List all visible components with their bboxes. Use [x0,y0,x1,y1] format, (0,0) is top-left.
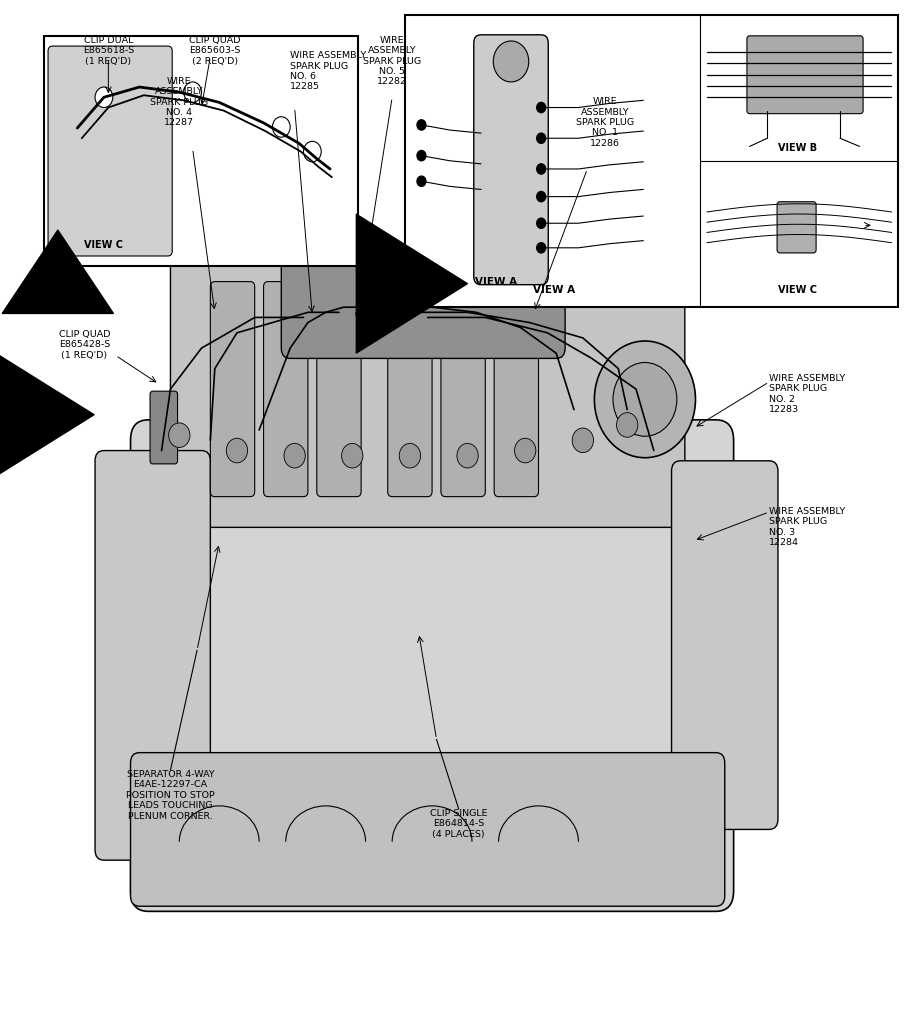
Circle shape [95,87,113,108]
Circle shape [417,120,425,130]
Circle shape [399,443,421,468]
Bar [44,36,358,266]
FancyBboxPatch shape [210,282,255,497]
FancyBboxPatch shape [95,451,210,860]
Text: SEPARATOR 4-WAY
E4AE-12297-CA
POSITION TO STOP
LEADS TOUCHING
PLENUM CORNER.: SEPARATOR 4-WAY E4AE-12297-CA POSITION T… [126,770,215,820]
FancyBboxPatch shape [263,282,308,497]
Text: WIRE
ASSEMBLY
SPARK PLUG
NO. 5
12282: WIRE ASSEMBLY SPARK PLUG NO. 5 12282 [363,36,421,86]
Circle shape [537,164,546,174]
Circle shape [537,218,546,228]
FancyBboxPatch shape [494,282,538,497]
FancyBboxPatch shape [130,420,733,911]
Circle shape [303,141,322,162]
Text: CLIP DUAL
E865618-S
(1 REQ'D): CLIP DUAL E865618-S (1 REQ'D) [83,36,134,66]
FancyBboxPatch shape [474,35,548,285]
Circle shape [537,133,546,143]
Circle shape [617,413,638,437]
FancyBboxPatch shape [150,391,178,464]
Text: CLIP QUAD
E865428-S
(1 REQ'D): CLIP QUAD E865428-S (1 REQ'D) [58,330,110,359]
Circle shape [537,191,546,202]
FancyBboxPatch shape [48,46,172,256]
Circle shape [284,443,305,468]
Circle shape [226,438,248,463]
Text: WIRE ASSEMBLY
SPARK PLUG
NO. 3
12284: WIRE ASSEMBLY SPARK PLUG NO. 3 12284 [769,507,845,547]
FancyBboxPatch shape [441,282,486,497]
FancyBboxPatch shape [388,282,432,497]
Text: WIRE
ASSEMBLY
SPARK PLUG
NO. 4
12287: WIRE ASSEMBLY SPARK PLUG NO. 4 12287 [150,77,209,127]
FancyBboxPatch shape [317,282,361,497]
FancyBboxPatch shape [777,202,816,253]
Circle shape [493,41,528,82]
Circle shape [417,176,425,186]
Text: CLIP QUAD
E865603-S
(2 REQ'D): CLIP QUAD E865603-S (2 REQ'D) [189,36,241,66]
Text: VIEW B: VIEW B [778,142,817,153]
Text: VIEW A: VIEW A [475,276,517,287]
Text: VIEW C: VIEW C [778,285,817,295]
Circle shape [184,82,201,102]
Text: WIRE ASSEMBLY
SPARK PLUG
NO. 6
12285: WIRE ASSEMBLY SPARK PLUG NO. 6 12285 [291,51,366,91]
Circle shape [272,117,291,137]
Circle shape [537,102,546,113]
Text: CLIP SINGLE
E864814-S
(4 PLACES): CLIP SINGLE E864814-S (4 PLACES) [430,809,487,839]
Circle shape [457,443,478,468]
Circle shape [572,428,593,453]
FancyBboxPatch shape [281,246,565,358]
Circle shape [169,423,190,447]
Circle shape [342,443,363,468]
Circle shape [594,341,695,458]
Circle shape [515,438,536,463]
FancyBboxPatch shape [747,36,863,114]
Text: VIEW A: VIEW A [533,285,575,295]
Bar [405,15,897,307]
FancyBboxPatch shape [671,461,778,829]
Text: WIRE ASSEMBLY
SPARK PLUG
NO. 2
12283: WIRE ASSEMBLY SPARK PLUG NO. 2 12283 [769,374,845,414]
Text: VIEW B: VIEW B [44,410,87,420]
Text: WIRE
ASSEMBLY
SPARK PLUG
NO. 1
12286: WIRE ASSEMBLY SPARK PLUG NO. 1 12286 [576,97,634,147]
FancyBboxPatch shape [170,251,685,527]
Circle shape [613,362,677,436]
Circle shape [537,243,546,253]
Text: VIEW C: VIEW C [85,240,123,250]
FancyBboxPatch shape [130,753,725,906]
Circle shape [417,151,425,161]
